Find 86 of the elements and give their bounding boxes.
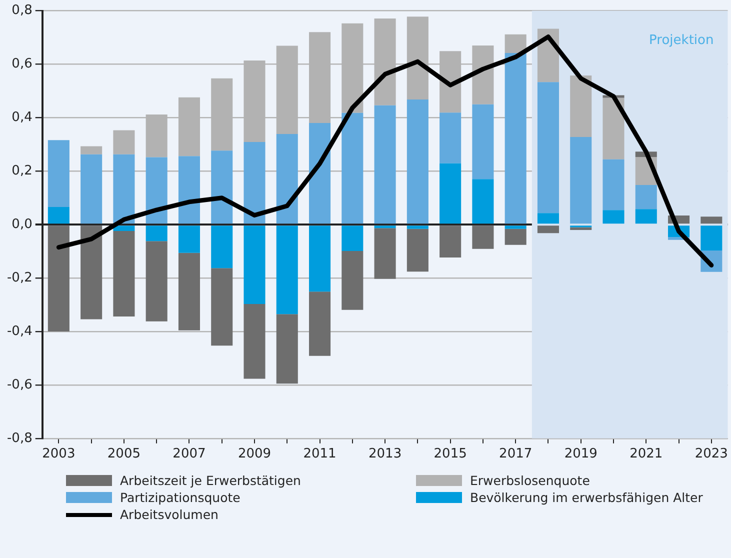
bar <box>472 226 494 249</box>
legend-label: Bevölkerung im erwerbsfähigen Alter <box>470 490 703 505</box>
y-tick-label: 0,4 <box>12 110 32 126</box>
bar <box>113 231 135 317</box>
bar <box>211 150 233 224</box>
bar <box>276 226 298 314</box>
x-tick-label: 2015 <box>434 446 467 462</box>
bar <box>342 251 364 310</box>
bar <box>178 252 200 330</box>
bar <box>113 154 135 224</box>
bar <box>406 228 428 272</box>
bar <box>48 226 70 332</box>
bar <box>537 213 559 224</box>
bar <box>342 226 364 252</box>
bar <box>80 226 102 320</box>
bar <box>570 75 592 137</box>
y-tick-label: 0,8 <box>12 3 32 18</box>
bar <box>635 209 657 224</box>
legend-label: Partizipationsquote <box>120 490 240 505</box>
bar <box>244 142 266 224</box>
bar <box>309 226 331 292</box>
bar <box>244 226 266 304</box>
bar <box>342 112 364 224</box>
x-tick-label: 2013 <box>368 446 402 462</box>
y-tick-label: 0,2 <box>12 164 32 179</box>
bar <box>113 226 135 232</box>
bar <box>504 53 526 224</box>
bar <box>178 226 200 253</box>
legend-label: Erwerbslosenquote <box>470 473 590 488</box>
legend-label: Arbeitsvolumen <box>120 507 218 522</box>
bar <box>374 105 396 224</box>
bar <box>504 228 526 245</box>
band-label: Projektion <box>649 33 714 48</box>
legend-label: Arbeitszeit je Erwerbstätigen <box>120 473 301 488</box>
bar <box>537 226 559 234</box>
x-tick-label: 2019 <box>564 446 598 462</box>
y-tick-label: -0,2 <box>6 270 32 286</box>
bar <box>309 292 331 356</box>
x-tick-label: 2003 <box>42 446 76 462</box>
bar <box>146 157 168 224</box>
bar <box>472 104 494 180</box>
bar <box>700 226 722 251</box>
x-tick-label: 2005 <box>107 446 141 462</box>
bar <box>80 146 102 154</box>
bar <box>146 226 168 242</box>
bar <box>440 163 462 224</box>
bar <box>700 216 722 224</box>
bar <box>440 112 462 164</box>
bar <box>602 210 624 224</box>
x-tick-label: 2007 <box>172 446 206 462</box>
y-tick-label: -0,6 <box>6 377 32 392</box>
y-tick-label: -0,8 <box>6 430 32 446</box>
bar <box>635 185 657 210</box>
bar <box>570 227 592 230</box>
bar <box>602 98 624 160</box>
y-tick-label: 0,6 <box>12 56 32 72</box>
bar <box>178 156 200 224</box>
bar <box>570 136 592 224</box>
bar <box>211 268 233 346</box>
y-tick-label: 0,0 <box>12 216 32 232</box>
bar <box>374 226 396 228</box>
x-tick-label: 2011 <box>303 446 336 462</box>
bar <box>146 241 168 322</box>
bar <box>80 154 102 224</box>
x-tick-label: 2017 <box>499 446 532 462</box>
bar <box>537 82 559 214</box>
x-tick-label: 2021 <box>630 446 663 462</box>
bar <box>504 34 526 54</box>
bar <box>602 159 624 210</box>
bar <box>244 304 266 379</box>
bar <box>440 226 462 258</box>
bar <box>406 100 428 224</box>
bar <box>406 226 428 229</box>
x-tick-label: 2009 <box>238 446 272 462</box>
bar <box>276 134 298 224</box>
bar <box>48 206 70 224</box>
bar <box>374 228 396 279</box>
y-tick-label: -0,4 <box>6 324 32 339</box>
bar <box>211 226 233 268</box>
bar <box>309 123 331 224</box>
bar <box>276 314 298 384</box>
bar <box>472 179 494 224</box>
bar <box>113 130 135 154</box>
x-tick-label: 2023 <box>694 446 728 462</box>
bar <box>504 226 526 229</box>
bar <box>48 140 70 207</box>
